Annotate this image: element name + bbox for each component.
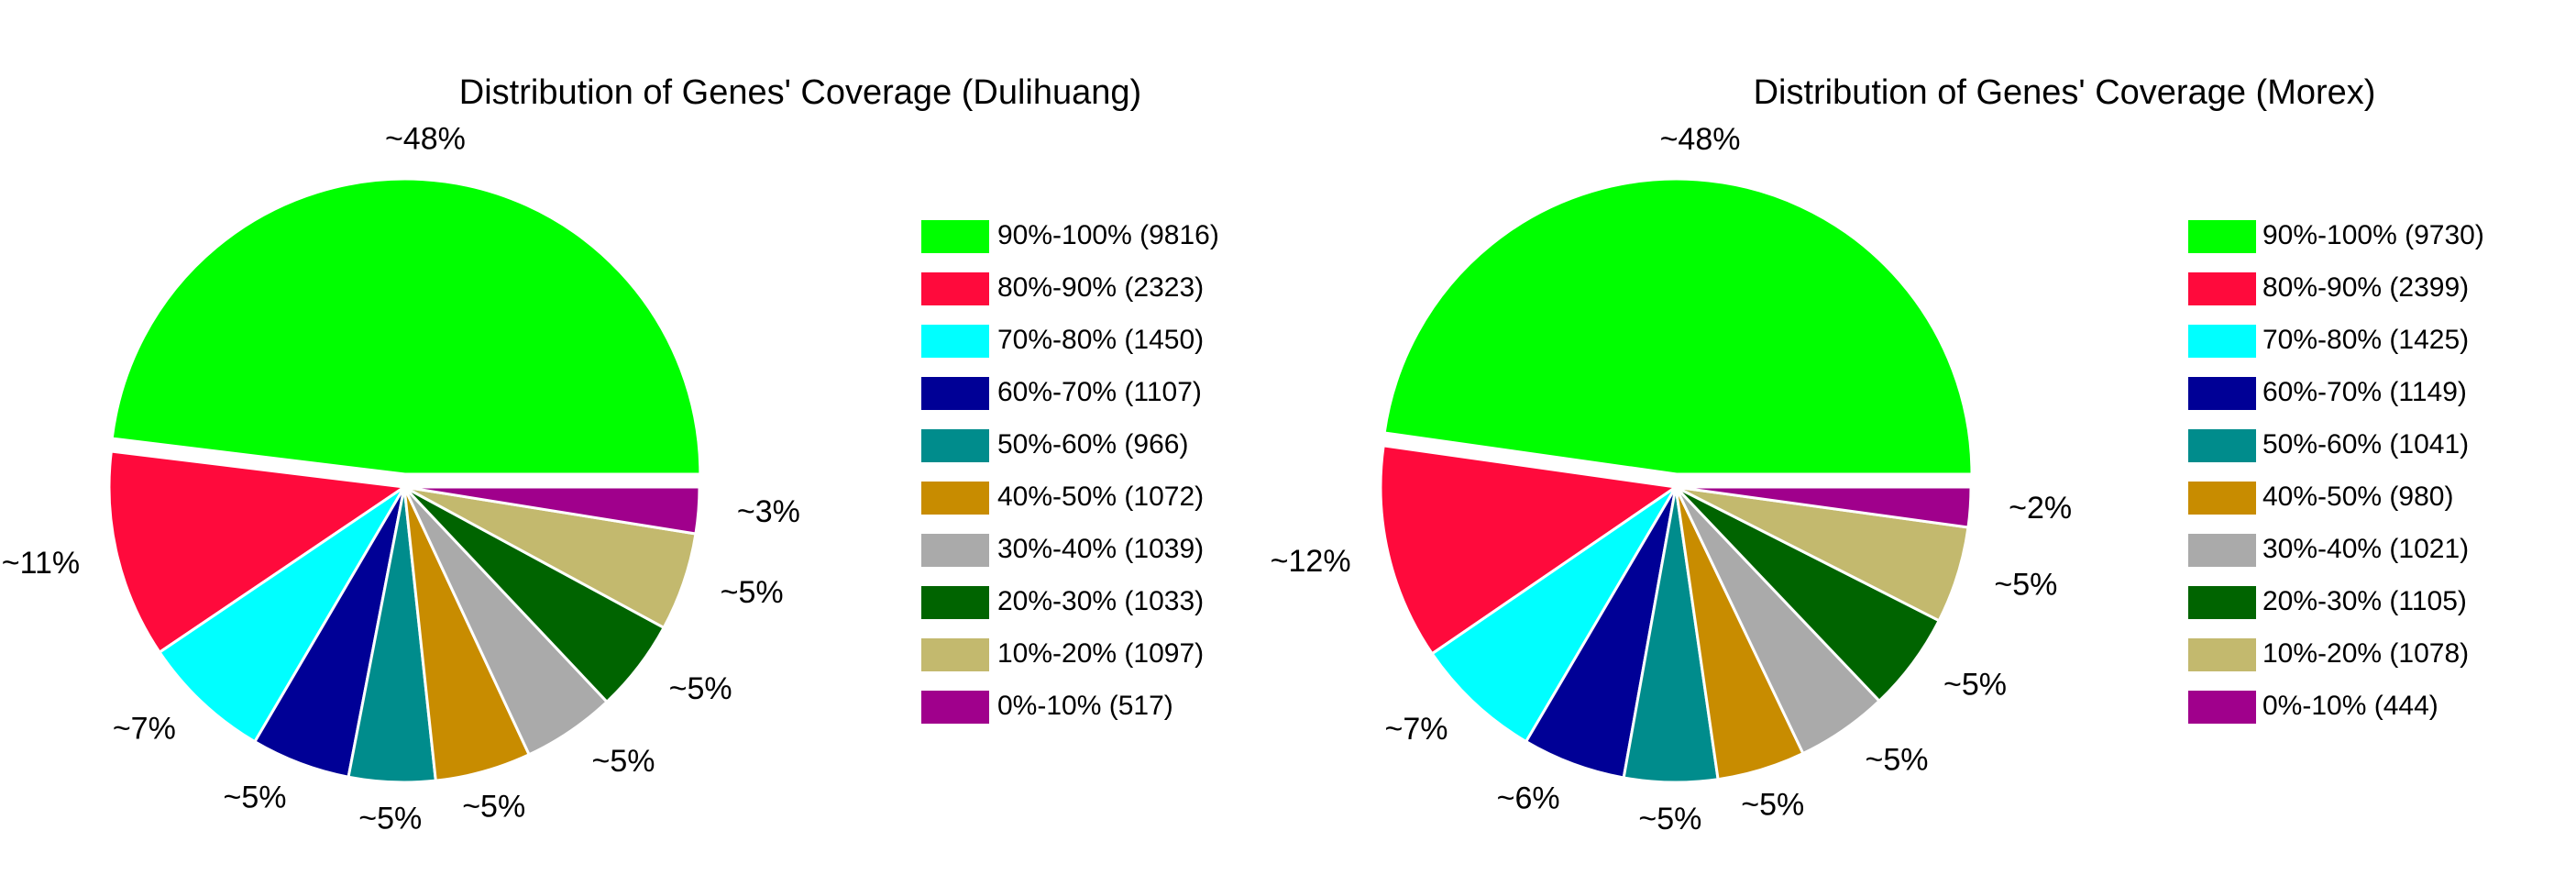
legend-label: 40%-50% (980) xyxy=(2262,482,2453,512)
slice-label: ~5% xyxy=(1943,667,2007,702)
pie-slice xyxy=(110,177,702,476)
slice-label: ~5% xyxy=(1638,802,1701,836)
legend-swatch xyxy=(2188,586,2256,619)
legend-swatch xyxy=(921,220,989,253)
legend-label: 30%-40% (1039) xyxy=(997,534,1204,564)
legend-swatch xyxy=(921,691,989,724)
legend-swatch xyxy=(2188,429,2256,462)
legend-label: 80%-90% (2399) xyxy=(2262,272,2469,303)
legend-swatch xyxy=(2188,534,2256,567)
legend-swatch xyxy=(921,272,989,305)
legend-label: 80%-90% (2323) xyxy=(997,272,1204,303)
chart-title: Distribution of Genes' Coverage (Morex) xyxy=(1754,73,2376,112)
slice-label: ~48% xyxy=(1660,122,1741,157)
slice-label: ~2% xyxy=(2009,491,2072,526)
legend-swatch xyxy=(921,377,989,410)
legend-swatch xyxy=(2188,638,2256,671)
chart-title: Distribution of Genes' Coverage (Dulihua… xyxy=(459,73,1141,112)
legend-swatch xyxy=(921,429,989,462)
legend-swatch xyxy=(2188,325,2256,358)
legend-label: 30%-40% (1021) xyxy=(2262,534,2469,564)
slice-label: ~7% xyxy=(113,711,176,746)
legend-swatch xyxy=(2188,691,2256,724)
slice-label: ~5% xyxy=(592,744,655,779)
legend-label: 10%-20% (1078) xyxy=(2262,638,2469,669)
slice-label: ~5% xyxy=(224,781,287,815)
pie-slice xyxy=(1430,485,1678,744)
legend-swatch xyxy=(921,534,989,567)
legend-swatch xyxy=(2188,272,2256,305)
legend-label: 70%-80% (1450) xyxy=(997,325,1204,355)
slice-label: ~5% xyxy=(462,790,525,825)
slice-label: ~5% xyxy=(1866,743,1929,778)
legend-label: 10%-20% (1097) xyxy=(997,638,1204,669)
legend-label: 50%-60% (966) xyxy=(997,429,1188,460)
slice-label: ~11% xyxy=(2,546,80,581)
legend-swatch xyxy=(921,638,989,671)
slice-label: ~6% xyxy=(1497,781,1560,815)
pie-slice xyxy=(107,449,409,655)
legend-label: 70%-80% (1425) xyxy=(2262,325,2469,355)
legend-swatch xyxy=(2188,377,2256,410)
pie-slice xyxy=(1382,177,1974,476)
legend-label: 20%-30% (1033) xyxy=(997,586,1204,616)
legend-label: 0%-10% (444) xyxy=(2262,691,2438,721)
slice-label: ~5% xyxy=(721,575,784,610)
slice-label: ~3% xyxy=(737,494,800,529)
slice-label: ~5% xyxy=(1994,568,2057,603)
slice-label: ~5% xyxy=(1741,787,1804,822)
legend-label: 60%-70% (1107) xyxy=(997,377,1202,407)
legend-swatch xyxy=(921,586,989,619)
legend-label: 20%-30% (1105) xyxy=(2262,586,2467,616)
legend-label: 90%-100% (9730) xyxy=(2262,220,2484,250)
slice-label: ~48% xyxy=(385,122,466,157)
pie-slice xyxy=(403,485,701,536)
slice-label: ~12% xyxy=(1271,544,1351,579)
legend-swatch xyxy=(2188,220,2256,253)
slice-label: ~7% xyxy=(1385,712,1448,747)
legend-label: 50%-60% (1041) xyxy=(2262,429,2469,460)
legend-swatch xyxy=(921,325,989,358)
slice-label: ~5% xyxy=(358,802,422,836)
legend-label: 40%-50% (1072) xyxy=(997,482,1204,512)
pie-slice xyxy=(158,485,406,744)
slice-label: ~5% xyxy=(669,671,732,706)
legend-label: 60%-70% (1149) xyxy=(2262,377,2467,407)
pie-slice xyxy=(1379,444,1680,656)
legend-swatch xyxy=(2188,482,2256,515)
legend-label: 90%-100% (9816) xyxy=(997,220,1219,250)
legend-swatch xyxy=(921,482,989,515)
pie-slice xyxy=(1675,485,1973,529)
legend-label: 0%-10% (517) xyxy=(997,691,1173,721)
